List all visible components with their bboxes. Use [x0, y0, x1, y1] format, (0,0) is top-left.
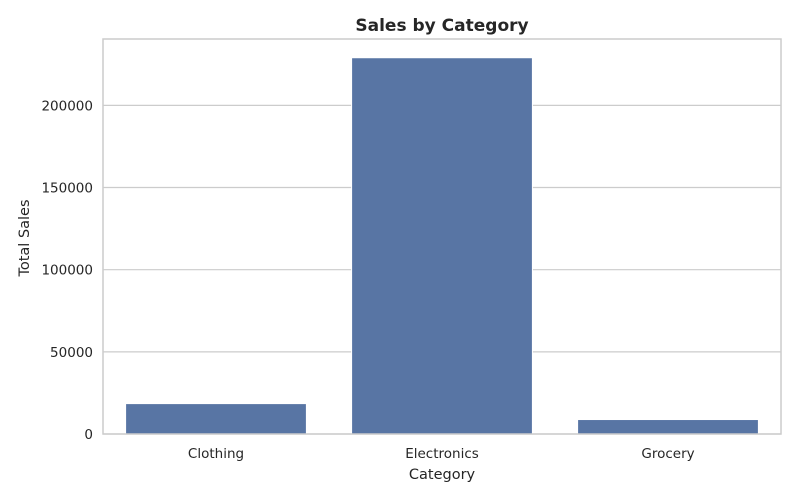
x-tick-label: Electronics [405, 446, 479, 462]
plot-frame [102, 38, 782, 435]
x-axis-ticks: Clothing Electronics Grocery [188, 446, 695, 462]
y-tick-label: 150000 [41, 181, 93, 197]
x-axis-label: Category [409, 467, 476, 483]
y-tick-label: 50000 [50, 345, 93, 361]
y-axis-label: Total Sales [17, 199, 33, 277]
bar-grocery [577, 419, 759, 435]
bar-series [125, 57, 759, 435]
bar-clothing [125, 403, 307, 435]
y-tick-label: 0 [84, 427, 93, 443]
y-tick-label: 200000 [41, 98, 93, 114]
y-tick-label: 100000 [41, 263, 93, 279]
bar-electronics [351, 57, 533, 435]
x-tick-label: Grocery [641, 446, 694, 462]
y-axis-ticks: 0 50000 100000 150000 200000 [41, 98, 93, 443]
chart-title: Sales by Category [355, 16, 528, 36]
x-tick-label: Clothing [188, 446, 244, 462]
